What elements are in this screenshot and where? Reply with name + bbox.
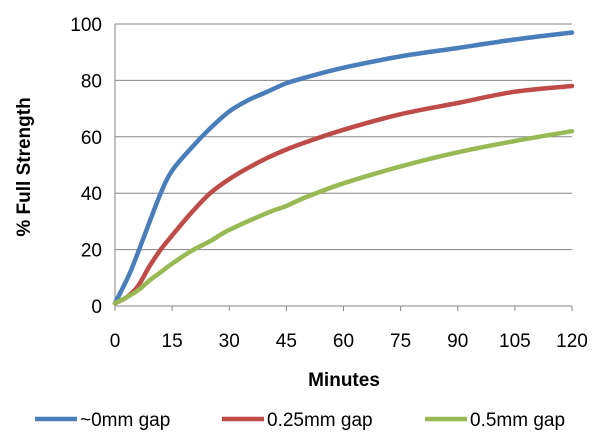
y-tick-label: 20 bbox=[81, 241, 102, 262]
y-tick-label: 60 bbox=[81, 128, 102, 149]
series-line-0mm-gap bbox=[112, 30, 575, 306]
y-tick-label: 0 bbox=[91, 297, 102, 318]
series-lines bbox=[112, 30, 575, 306]
y-axis-ticks: 0 20 40 60 80 100 bbox=[70, 15, 102, 318]
y-tick-label: 80 bbox=[81, 71, 102, 92]
x-tick-label: 105 bbox=[499, 331, 531, 352]
x-tick-label: 15 bbox=[162, 331, 183, 352]
x-axis-title: Minutes bbox=[308, 370, 380, 391]
x-tick-label: 0 bbox=[110, 331, 121, 352]
y-tick-label: 40 bbox=[81, 184, 102, 205]
x-tick-label: 30 bbox=[219, 331, 240, 352]
x-tick-label: 120 bbox=[556, 331, 588, 352]
series-line-025mm-gap bbox=[112, 83, 575, 306]
x-tick-label: 75 bbox=[390, 331, 411, 352]
legend-label-05mm-gap: 0.5mm gap bbox=[470, 410, 565, 431]
y-axis-title: % Full Strength bbox=[14, 97, 35, 236]
x-tick-label: 90 bbox=[447, 331, 468, 352]
legend: ~0mm gap 0.25mm gap 0.5mm gap bbox=[35, 410, 565, 431]
gridlines bbox=[115, 23, 572, 251]
x-tick-label: 45 bbox=[276, 331, 297, 352]
legend-label-025mm-gap: 0.25mm gap bbox=[267, 410, 373, 431]
x-axis-ticks: 0 15 30 45 60 75 90 105 120 bbox=[110, 306, 588, 352]
x-tick-label: 60 bbox=[333, 331, 354, 352]
legend-label-0mm-gap: ~0mm gap bbox=[80, 410, 170, 431]
y-tick-label: 100 bbox=[70, 15, 102, 36]
series-line-05mm-gap bbox=[112, 128, 575, 306]
